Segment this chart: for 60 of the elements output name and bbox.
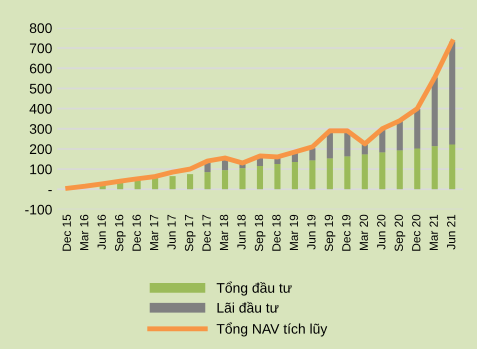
x-tick-label: Jun 20 [377, 214, 386, 250]
bar [309, 148, 316, 160]
bar [326, 158, 333, 190]
y-tick-label: 100 [30, 164, 52, 174]
bar [449, 42, 456, 144]
x-tick-label: Sep 19 [324, 214, 336, 252]
x-tick-label: Mar 17 [150, 214, 158, 250]
x-tick-label: Dec 17 [202, 214, 211, 251]
bar [170, 176, 176, 190]
x-tick-label: Dec 19 [342, 214, 351, 251]
y-tick-label: 500 [30, 84, 52, 94]
y-tick-label: - [48, 190, 52, 192]
x-tick-label: Jun 18 [237, 214, 246, 250]
x-tick-label: Dec 18 [272, 214, 281, 251]
x-tick-label: Dec 16 [132, 214, 141, 251]
bar [396, 121, 403, 150]
bar [187, 174, 194, 190]
y-tick-label: 600 [30, 64, 52, 74]
bar [309, 160, 316, 190]
y-tick-label: 700 [30, 43, 52, 54]
x-tick-label: Sep 17 [184, 214, 196, 252]
bar [344, 156, 350, 190]
x-tick-label: Dec 20 [412, 214, 420, 251]
y-tick-label: -100 [25, 204, 52, 215]
bar [414, 148, 420, 190]
legend-label: Lãi đầu tư [218, 302, 279, 313]
bar [414, 109, 420, 149]
line-series [65, 39, 455, 191]
bar [344, 132, 350, 156]
bar [379, 152, 386, 190]
y-tick-label: 200 [30, 144, 52, 154]
y-tick-label: 800 [30, 23, 52, 34]
legend-label: Tổng đầu tư [216, 281, 292, 296]
bar [274, 164, 280, 190]
x-tick-label: Jun 21 [447, 214, 456, 250]
x-tick-label: Sep 16 [114, 214, 126, 252]
bar [222, 170, 228, 190]
bar [432, 146, 438, 190]
bar [239, 168, 246, 190]
legend-label: Tổng NAV tích lũy [216, 322, 328, 336]
x-tick-label: Jun 17 [168, 214, 176, 250]
y-tick-label: 300 [30, 124, 52, 134]
bar [396, 150, 403, 190]
x-tick-label: Sep 20 [394, 214, 406, 252]
x-tick-label: Mar 20 [360, 214, 368, 250]
x-tick-label: Mar 19 [290, 214, 298, 250]
bar [256, 166, 264, 190]
x-tick-label: Mar 18 [220, 214, 228, 250]
bar [432, 78, 438, 146]
x-tick-label: Jun 19 [307, 214, 316, 250]
bar [204, 172, 211, 190]
bar [449, 144, 456, 190]
bar [292, 162, 298, 190]
x-tick-label: Dec 15 [62, 214, 71, 251]
x-tick-label: Sep 18 [254, 214, 266, 252]
x-tick-label: Jun 16 [97, 214, 106, 250]
bar [362, 154, 368, 190]
y-tick-label: 400 [30, 104, 52, 114]
x-tick-label: Mar 16 [80, 214, 88, 250]
x-tick-label: Mar 21 [430, 214, 438, 250]
